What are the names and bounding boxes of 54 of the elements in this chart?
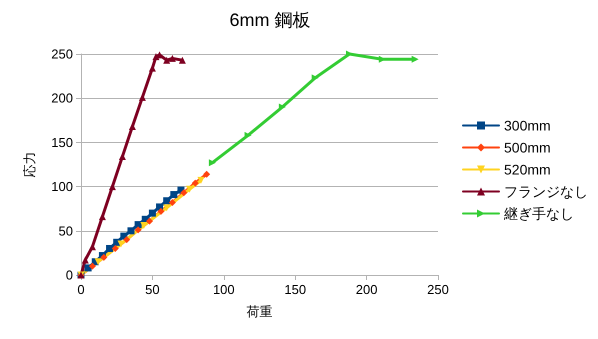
x-tick-label: 200 xyxy=(356,282,378,297)
point xyxy=(127,227,134,234)
x-tick-label: 150 xyxy=(284,282,306,297)
y-tick-label: 100 xyxy=(51,179,73,194)
x-tick-label: 250 xyxy=(427,282,449,297)
y-tick-label: 250 xyxy=(51,46,73,62)
y-tick-label: 200 xyxy=(51,90,73,106)
point xyxy=(106,244,114,252)
point xyxy=(163,197,170,204)
x-tick-label: 100 xyxy=(212,282,235,297)
point xyxy=(108,183,116,190)
point xyxy=(208,159,216,166)
y-tick-label: 0 xyxy=(66,268,73,282)
point xyxy=(146,218,154,225)
legend-label: 300mm xyxy=(504,118,551,134)
y-axis-title: 応力 xyxy=(22,152,37,178)
point xyxy=(157,208,164,215)
point xyxy=(168,199,176,206)
point xyxy=(123,236,130,244)
x-axis-title: 荷重 xyxy=(246,304,272,319)
chart-title: 6mm 鋼板 xyxy=(230,10,310,30)
point xyxy=(112,244,119,252)
legend-label: フランジなし xyxy=(504,184,588,200)
legend-label: 520mm xyxy=(504,162,551,178)
x-tick-label: 50 xyxy=(145,282,160,297)
point xyxy=(118,153,126,160)
point xyxy=(197,176,204,184)
point xyxy=(168,54,176,62)
point xyxy=(98,213,106,220)
point xyxy=(163,56,170,64)
legend-label: 継ぎ手なし xyxy=(503,206,574,222)
point xyxy=(88,243,96,250)
point xyxy=(148,64,156,72)
point xyxy=(203,170,210,178)
point xyxy=(178,56,186,64)
point xyxy=(163,204,170,212)
x-tick-label: 0 xyxy=(77,282,85,297)
y-tick-label: 50 xyxy=(58,223,73,238)
point xyxy=(244,132,252,139)
point xyxy=(117,240,124,248)
point xyxy=(180,189,188,196)
y-tick-label: 150 xyxy=(51,134,73,150)
point xyxy=(138,94,146,101)
point xyxy=(88,262,96,270)
point xyxy=(170,191,178,198)
legend-label: 500mm xyxy=(504,140,551,156)
point xyxy=(140,222,148,229)
point xyxy=(148,210,156,217)
point xyxy=(192,180,199,187)
point xyxy=(82,256,89,264)
point xyxy=(134,226,142,234)
point xyxy=(94,258,102,266)
point xyxy=(134,221,142,228)
point xyxy=(412,56,419,63)
